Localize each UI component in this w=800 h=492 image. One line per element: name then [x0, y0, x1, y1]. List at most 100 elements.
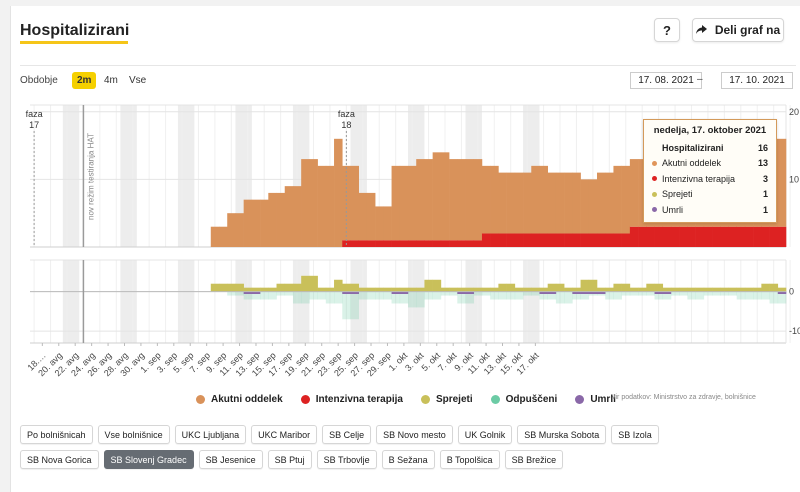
bar-sprejeti — [588, 279, 598, 292]
bar-intenzivna-terapija — [638, 226, 647, 247]
bar-sprejeti — [744, 287, 754, 292]
bar-akutni-oddelek — [350, 165, 359, 241]
period-2m-button[interactable]: 2m — [72, 72, 97, 89]
bar-intenzivna-terapija — [621, 233, 631, 247]
bar-sprejeti — [580, 279, 590, 292]
bar-sprejeti — [260, 287, 269, 292]
bar-odpusceni — [251, 291, 261, 300]
bar-odpusceni — [638, 291, 647, 296]
bar-odpusceni — [531, 291, 540, 296]
bar-sprejeti — [243, 287, 253, 292]
bar-intenzivna-terapija — [539, 233, 548, 247]
bar-odpusceni — [629, 291, 639, 296]
date-separator: – — [697, 74, 703, 85]
bar-sprejeti — [703, 287, 713, 292]
phase-label: faza — [26, 109, 43, 119]
tooltip-row-acute: Akutni oddelek 13 — [652, 156, 768, 172]
legend-item-admitted[interactable]: Sprejeti — [420, 394, 473, 405]
bar-akutni-oddelek — [621, 165, 631, 234]
bar-akutni-oddelek — [490, 165, 499, 234]
hospital-button[interactable]: SB Slovenj Gradec — [103, 450, 194, 469]
share-button[interactable]: Deli graf na — [692, 18, 784, 42]
hospital-button[interactable]: UKC Ljubljana — [174, 425, 247, 444]
bar-sprejeti — [670, 287, 680, 292]
tooltip-value: 3 — [762, 173, 768, 184]
bar-sprejeti — [662, 287, 672, 292]
bar-odpusceni — [358, 291, 368, 300]
bar-intenzivna-terapija — [498, 233, 507, 247]
bar-odpusceni — [753, 291, 762, 300]
tooltip-dot-deceased — [652, 207, 657, 213]
bar-akutni-oddelek — [399, 165, 409, 241]
period-all-button[interactable]: Vse — [129, 75, 147, 86]
legend-item-deceased[interactable]: Umrli — [575, 394, 616, 405]
weekend-band-top — [120, 105, 137, 247]
hospital-button[interactable]: UKC Maribor — [251, 425, 318, 444]
bar-sprejeti — [399, 287, 409, 292]
bar-odpusceni — [670, 291, 680, 296]
bar-akutni-oddelek — [547, 172, 557, 234]
bar-sprejeti — [597, 287, 606, 292]
page-title: Hospitalizirani — [20, 22, 130, 39]
period-4m-button[interactable]: 4m — [104, 75, 118, 86]
bar-akutni-oddelek — [465, 159, 475, 241]
hospital-button[interactable]: SB Novo mesto — [376, 425, 453, 444]
bar-akutni-oddelek — [777, 138, 787, 227]
legend-dot — [196, 395, 205, 404]
bar-intenzivna-terapija — [769, 226, 779, 247]
bar-akutni-oddelek — [564, 172, 573, 234]
hospital-button[interactable]: SB Brežice — [504, 450, 564, 469]
bar-akutni-oddelek — [629, 159, 639, 227]
bar-intenzivna-terapija — [391, 240, 401, 247]
hospital-button[interactable]: UK Golnik — [457, 425, 513, 444]
legend-item-discharged[interactable]: Odpuščeni — [490, 394, 557, 405]
bar-umrli — [547, 291, 557, 294]
legend-item-acute[interactable]: Akutni oddelek — [196, 394, 283, 405]
bar-umrli — [572, 291, 581, 294]
bar-intenzivna-terapija — [358, 240, 368, 247]
bar-odpusceni — [325, 291, 335, 304]
bar-intenzivna-terapija — [424, 240, 433, 247]
hospital-button[interactable]: SB Jesenice — [198, 450, 263, 469]
hospital-button[interactable]: B Topolšica — [439, 450, 500, 469]
bar-odpusceni — [547, 291, 557, 300]
bar-odpusceni — [695, 291, 705, 300]
hospital-button[interactable]: SB Izola — [611, 425, 659, 444]
bar-odpusceni — [391, 291, 401, 304]
hospital-button[interactable]: SB Nova Gorica — [20, 450, 99, 469]
hospital-button[interactable]: SB Trbovlje — [316, 450, 377, 469]
hospital-button[interactable]: Po bolnišnicah — [20, 425, 93, 444]
bar-akutni-oddelek — [473, 159, 483, 241]
bar-intenzivna-terapija — [736, 226, 746, 247]
weekend-band-bottom — [62, 260, 80, 343]
bar-odpusceni — [449, 291, 458, 296]
bar-sprejeti — [350, 283, 359, 292]
help-button[interactable]: ? — [654, 18, 680, 42]
share-arrow-icon — [695, 25, 707, 34]
bar-sprejeti — [465, 287, 475, 292]
bar-umrli — [597, 291, 606, 294]
hospital-button[interactable]: SB Ptuj — [267, 450, 312, 469]
bar-odpusceni — [506, 291, 516, 300]
bar-sprejeti — [506, 283, 516, 292]
bar-sprejeti — [391, 287, 401, 292]
bar-akutni-oddelek — [605, 172, 614, 234]
bar-odpusceni — [292, 291, 302, 304]
bar-sprejeti — [638, 287, 647, 292]
bar-akutni-oddelek — [506, 172, 516, 234]
date-to-input[interactable]: 17. 10. 2021 — [721, 72, 793, 89]
bar-intenzivna-terapija — [350, 240, 359, 247]
bar-intenzivna-terapija — [399, 240, 409, 247]
legend-item-icu[interactable]: Intenzivna terapija — [300, 394, 403, 405]
bar-odpusceni — [580, 291, 590, 300]
bar-sprejeti — [572, 287, 581, 292]
bar-intenzivna-terapija — [588, 233, 598, 247]
bar-akutni-oddelek — [366, 192, 376, 241]
hospital-button[interactable]: SB Celje — [322, 425, 372, 444]
hospital-button[interactable]: SB Murska Sobota — [517, 425, 607, 444]
date-from-input[interactable]: 17. 08. 2021 — [630, 72, 702, 89]
bar-umrli — [662, 291, 672, 294]
hospital-button[interactable]: B Sežana — [381, 450, 435, 469]
hospital-button[interactable]: Vse bolnišnice — [97, 425, 170, 444]
